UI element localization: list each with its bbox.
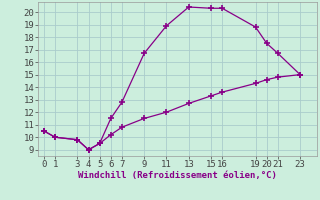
X-axis label: Windchill (Refroidissement éolien,°C): Windchill (Refroidissement éolien,°C): [78, 171, 277, 180]
